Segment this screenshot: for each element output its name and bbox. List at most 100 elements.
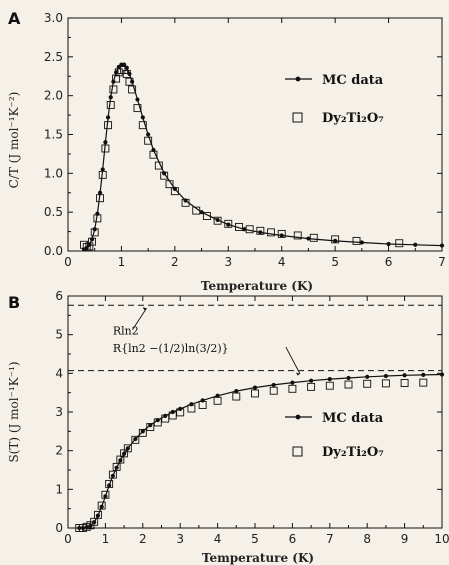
point-mc-data [234,389,239,394]
point-dy2ti2o7 [170,187,179,196]
point-dy2ti2o7 [161,414,170,423]
point-dy2ti2o7 [181,198,190,207]
panel-b-ylabel: S(T) (J mol⁻¹K⁻¹) [7,361,21,462]
point-dy2ti2o7 [93,510,102,519]
point-dy2ti2o7 [106,101,115,109]
point-dy2ti2o7 [93,214,102,223]
point-dy2ti2o7 [96,194,105,203]
point-mc-data [133,436,138,442]
point-dy2ti2o7 [153,418,162,427]
x-tick-label: 0 [64,532,72,546]
point-dy2ti2o7 [146,423,155,432]
point-dy2ti2o7 [105,479,114,488]
point-dy2ti2o7 [267,228,275,237]
y-tick-label: 0 [55,521,63,535]
x-tick-label: 6 [385,255,393,269]
panel-a-ylabel: C/T (J mol⁻¹K⁻²) [7,92,21,189]
panel-b-ticks: 0 1 2 3 4 5 6 7 8 9 10 0 1 2 3 4 5 6 [55,289,449,546]
point-dy2ti2o7 [80,240,88,249]
point-dy2ti2o7 [198,401,207,409]
legend-a-mc-label: MC data [322,73,384,88]
point-mc-data [135,97,140,102]
panel-b-series [75,372,445,532]
point-mc-data [290,380,295,385]
point-dy2ti2o7 [97,501,106,510]
point-dy2ti2o7 [114,68,123,77]
point-mc-data [439,372,445,377]
point-mc-data [99,504,104,509]
y-tick-label: 0.0 [44,244,63,258]
point-dy2ti2o7 [144,136,153,145]
reference-arrow [285,346,301,374]
point-mc-data [118,458,123,463]
point-mc-data [327,377,332,382]
legend-b-dy-label: Dy₂Ti₂O₇ [322,445,384,460]
point-dy2ti2o7 [101,144,110,153]
panel-b-legend: MC data Dy₂Ti₂O₇ [285,411,384,460]
panel-a-letter: A [8,9,21,28]
panel-a-ticks: 0 1 2 3 4 5 6 7 0.0 0.5 1.0 1.5 2.0 2.5 3.0 [44,11,446,269]
point-dy2ti2o7 [331,235,340,244]
point-dy2ti2o7 [381,379,390,388]
y-tick-label: 3.0 [44,11,63,25]
y-tick-label: 1.0 [44,166,63,180]
point-mc-data [140,115,145,120]
y-tick-label: 4 [55,366,63,380]
x-tick-label: 1 [118,255,126,269]
point-dy2ti2o7 [202,212,211,221]
point-mc-data [103,494,108,499]
point-dy2ti2o7 [344,380,353,389]
point-dy2ti2o7 [131,435,140,444]
y-tick-label: 2 [55,444,63,458]
x-tick-label: 3 [224,255,232,269]
panel-b-letter: B [8,293,20,312]
x-tick-label: 4 [214,532,222,546]
point-mc-data [122,451,127,456]
point-dy2ti2o7 [325,381,334,390]
point-dy2ti2o7 [269,386,278,395]
point-mc-data [215,393,220,398]
point-mc-data [108,95,113,100]
point-dy2ti2o7 [168,411,177,420]
point-mc-data [107,483,112,488]
x-tick-label: 4 [278,255,286,269]
point-dy2ti2o7 [160,171,169,180]
point-mc-data [125,446,130,451]
point-dy2ti2o7 [125,77,134,86]
y-tick-label: 1 [55,482,63,496]
point-mc-data [100,167,105,172]
point-dy2ti2o7 [104,121,113,130]
point-dy2ti2o7 [176,408,185,417]
point-dy2ti2o7 [149,150,158,159]
x-tick-label: 8 [363,532,371,546]
point-mc-data [199,210,204,215]
point-dy2ti2o7 [101,490,110,499]
point-dy2ti2o7 [363,379,372,388]
point-mc-data [103,140,108,145]
x-tick-label: 6 [289,532,297,546]
point-dy2ti2o7 [352,236,361,245]
point-dy2ti2o7 [232,392,241,401]
point-mc-data [346,375,351,381]
point-mc-data [279,233,284,238]
x-tick-label: 2 [139,532,147,546]
point-dy2ti2o7 [123,444,132,453]
point-dy2ti2o7 [224,219,233,228]
panel-a-legend: MC data Dy₂Ti₂O₇ [285,73,384,126]
legend-a-mc-marker [295,76,301,82]
reference-arrowhead [142,307,147,311]
point-dy2ti2o7 [277,229,286,238]
x-tick-label: 5 [251,532,259,546]
point-dy2ti2o7 [293,231,302,240]
point-mc-data [242,227,247,232]
point-dy2ti2o7 [251,389,259,398]
point-dy2ti2o7 [128,85,137,94]
point-dy2ti2o7 [288,384,297,393]
point-mc-data [105,115,111,120]
series-line-mc-data [79,373,443,529]
point-mc-data [359,240,364,245]
point-dy2ti2o7 [112,74,121,83]
point-dy2ti2o7 [108,470,117,479]
point-mc-data [95,513,101,518]
